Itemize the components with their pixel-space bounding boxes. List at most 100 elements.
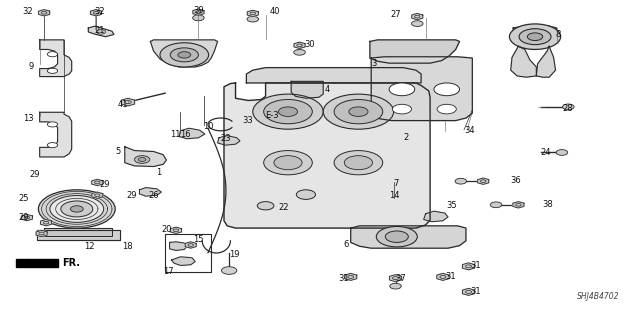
Polygon shape xyxy=(185,242,196,248)
Text: E-3: E-3 xyxy=(266,111,279,120)
Circle shape xyxy=(253,94,323,129)
Circle shape xyxy=(344,156,372,170)
Circle shape xyxy=(193,15,204,21)
Circle shape xyxy=(385,231,408,242)
Polygon shape xyxy=(40,40,72,77)
Polygon shape xyxy=(44,228,112,236)
Polygon shape xyxy=(140,188,161,196)
Circle shape xyxy=(334,151,383,175)
Circle shape xyxy=(47,68,58,73)
Text: SHJ4B4702: SHJ4B4702 xyxy=(577,292,620,300)
Circle shape xyxy=(134,156,150,163)
Text: 38: 38 xyxy=(543,200,554,209)
Text: 4: 4 xyxy=(325,85,330,94)
Circle shape xyxy=(178,52,191,58)
Polygon shape xyxy=(513,26,557,46)
Text: 26: 26 xyxy=(148,191,159,200)
Circle shape xyxy=(296,190,316,199)
Circle shape xyxy=(170,48,198,62)
Text: 6: 6 xyxy=(344,241,349,249)
Circle shape xyxy=(47,52,58,57)
Text: 12: 12 xyxy=(84,242,95,251)
Circle shape xyxy=(160,43,209,67)
Text: 29: 29 xyxy=(127,191,137,200)
Polygon shape xyxy=(351,226,466,248)
Text: 3: 3 xyxy=(371,59,376,68)
Polygon shape xyxy=(389,275,402,282)
Polygon shape xyxy=(462,288,475,295)
Polygon shape xyxy=(92,179,103,186)
Circle shape xyxy=(527,33,543,41)
Polygon shape xyxy=(172,257,195,265)
Polygon shape xyxy=(179,128,205,139)
Circle shape xyxy=(97,30,106,34)
Polygon shape xyxy=(513,202,524,208)
Text: 23: 23 xyxy=(221,134,232,143)
Circle shape xyxy=(70,206,83,212)
Polygon shape xyxy=(150,40,218,67)
Circle shape xyxy=(434,83,460,96)
Polygon shape xyxy=(477,178,489,184)
Polygon shape xyxy=(246,68,421,83)
Circle shape xyxy=(138,158,146,161)
Text: 28: 28 xyxy=(562,104,573,113)
Polygon shape xyxy=(40,219,52,226)
Text: 31: 31 xyxy=(470,261,481,270)
Text: 41: 41 xyxy=(118,100,128,109)
Text: 15: 15 xyxy=(193,235,204,244)
Text: 31: 31 xyxy=(470,287,481,296)
Circle shape xyxy=(257,202,274,210)
Circle shape xyxy=(38,190,115,228)
Polygon shape xyxy=(92,192,103,198)
Circle shape xyxy=(509,24,561,49)
Circle shape xyxy=(247,16,259,22)
Text: 33: 33 xyxy=(242,116,253,125)
Polygon shape xyxy=(40,112,72,157)
Text: 32: 32 xyxy=(95,7,106,16)
Text: 21: 21 xyxy=(95,26,105,35)
Text: 18: 18 xyxy=(122,242,133,251)
Circle shape xyxy=(294,49,305,55)
Polygon shape xyxy=(170,227,182,234)
Polygon shape xyxy=(536,46,556,77)
Text: 30: 30 xyxy=(304,40,315,49)
Circle shape xyxy=(376,226,417,247)
Circle shape xyxy=(264,100,312,124)
Circle shape xyxy=(519,29,551,45)
Circle shape xyxy=(455,178,467,184)
Text: 11: 11 xyxy=(170,130,180,139)
Polygon shape xyxy=(16,259,58,267)
Circle shape xyxy=(61,201,93,217)
Circle shape xyxy=(563,104,574,110)
Text: 5: 5 xyxy=(115,147,120,156)
Text: 32: 32 xyxy=(22,7,33,16)
Circle shape xyxy=(50,196,104,222)
Text: 25: 25 xyxy=(19,194,29,203)
Text: 10: 10 xyxy=(204,122,214,130)
Text: 1: 1 xyxy=(156,168,161,177)
Circle shape xyxy=(349,107,368,116)
Circle shape xyxy=(47,122,58,127)
Polygon shape xyxy=(36,230,47,237)
Text: 9: 9 xyxy=(28,62,33,70)
Text: 24: 24 xyxy=(540,148,550,157)
Polygon shape xyxy=(88,26,114,37)
Circle shape xyxy=(556,150,568,155)
Polygon shape xyxy=(170,242,187,250)
Text: FR.: FR. xyxy=(62,258,80,268)
Circle shape xyxy=(390,283,401,289)
Text: 36: 36 xyxy=(511,176,522,185)
Polygon shape xyxy=(511,46,536,77)
Text: 19: 19 xyxy=(229,250,239,259)
Circle shape xyxy=(47,143,58,148)
Text: 2: 2 xyxy=(404,133,409,142)
Polygon shape xyxy=(436,273,449,280)
Polygon shape xyxy=(90,10,102,16)
Circle shape xyxy=(264,151,312,175)
Text: 29: 29 xyxy=(19,213,29,222)
Text: 20: 20 xyxy=(161,225,172,234)
Circle shape xyxy=(221,267,237,274)
Polygon shape xyxy=(38,10,50,16)
Circle shape xyxy=(389,83,415,96)
Polygon shape xyxy=(247,10,259,17)
